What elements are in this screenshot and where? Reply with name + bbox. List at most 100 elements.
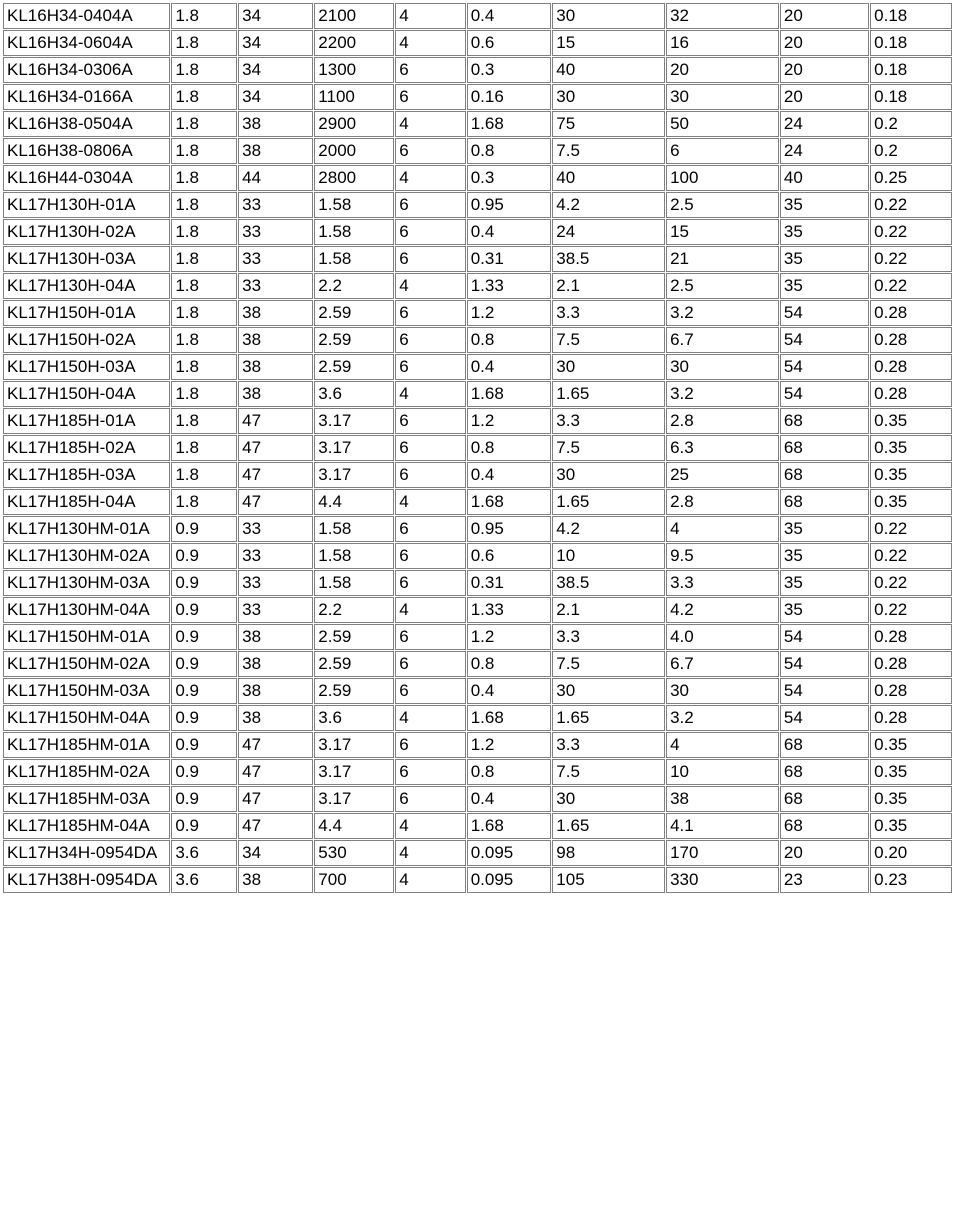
table-cell: 30	[552, 462, 665, 488]
table-cell: 15	[552, 30, 665, 56]
table-cell: 1300	[314, 57, 394, 83]
table-cell: 0.35	[870, 435, 952, 461]
table-cell: 6	[666, 138, 779, 164]
table-cell: 700	[314, 867, 394, 893]
table-cell: 68	[780, 813, 869, 839]
table-cell: KL16H34-0166A	[3, 84, 170, 110]
table-cell: 0.28	[870, 705, 952, 731]
table-cell: 0.22	[870, 543, 952, 569]
table-cell: KL17H185H-03A	[3, 462, 170, 488]
table-row: KL17H185HM-01A0.9473.1761.23.34680.35	[3, 732, 952, 758]
table-cell: 68	[780, 408, 869, 434]
table-cell: 54	[780, 300, 869, 326]
table-cell: 38	[238, 705, 313, 731]
table-cell: 68	[780, 732, 869, 758]
table-cell: 1.8	[171, 3, 237, 29]
table-cell: 1.8	[171, 246, 237, 272]
table-cell: 1.8	[171, 354, 237, 380]
table-cell: 1.65	[552, 381, 665, 407]
table-cell: 1.2	[467, 624, 552, 650]
table-cell: 6	[395, 570, 466, 596]
table-cell: 1.8	[171, 408, 237, 434]
table-cell: 1.58	[314, 219, 394, 245]
table-row: KL16H34-0306A1.8341300 60.340 20200.18	[3, 57, 952, 83]
table-cell: 0.18	[870, 3, 952, 29]
table-cell: KL17H185H-04A	[3, 489, 170, 515]
table-cell: 54	[780, 624, 869, 650]
table-cell: 0.35	[870, 813, 952, 839]
table-cell: 54	[780, 705, 869, 731]
table-row: KL17H38H-0954DA3.63870040.095105330230.2…	[3, 867, 952, 893]
table-cell: 1.8	[171, 273, 237, 299]
table-row: KL17H130H-02A1.8331.5860.42415350.22	[3, 219, 952, 245]
table-row: KL17H130HM-04A0.9332.241.332.14.2350.22	[3, 597, 952, 623]
table-cell: 47	[238, 408, 313, 434]
table-cell: 0.28	[870, 300, 952, 326]
table-cell: 6	[395, 786, 466, 812]
table-cell: 1.8	[171, 84, 237, 110]
table-cell: 68	[780, 786, 869, 812]
table-row: KL17H150H-03A1.8382.5960.43030540.28	[3, 354, 952, 380]
table-cell: 1.8	[171, 462, 237, 488]
table-cell: 0.22	[870, 273, 952, 299]
table-cell: 4.2	[666, 597, 779, 623]
table-cell: 1.8	[171, 111, 237, 137]
table-cell: KL17H130HM-01A	[3, 516, 170, 542]
table-cell: 40	[552, 165, 665, 191]
table-cell: 6	[395, 678, 466, 704]
table-cell: 3.2	[666, 705, 779, 731]
table-cell: 20	[780, 840, 869, 866]
table-cell: 54	[780, 651, 869, 677]
table-row: KL17H130H-03A1.8331.5860.3138.521350.22	[3, 246, 952, 272]
table-cell: 0.8	[467, 327, 552, 353]
table-row: KL17H150H-01A1.8382.5961.23.33.2540.28	[3, 300, 952, 326]
table-cell: KL17H150HM-02A	[3, 651, 170, 677]
table-cell: 0.8	[467, 138, 552, 164]
table-cell: 6	[395, 138, 466, 164]
table-cell: 3.17	[314, 462, 394, 488]
table-cell: 530	[314, 840, 394, 866]
table-cell: 1.8	[171, 30, 237, 56]
table-cell: 1.2	[467, 408, 552, 434]
table-row: KL17H130H-01A1.8331.5860.954.22.5350.22	[3, 192, 952, 218]
table-cell: 40	[552, 57, 665, 83]
table-cell: 34	[238, 57, 313, 83]
table-cell: 3.17	[314, 435, 394, 461]
table-cell: 330	[666, 867, 779, 893]
table-cell: 38	[238, 678, 313, 704]
table-cell: 4	[666, 732, 779, 758]
table-cell: KL16H34-0604A	[3, 30, 170, 56]
table-cell: 1.8	[171, 165, 237, 191]
table-cell: 0.9	[171, 597, 237, 623]
table-cell: 3.3	[552, 300, 665, 326]
table-cell: KL16H34-0306A	[3, 57, 170, 83]
table-cell: KL17H130H-02A	[3, 219, 170, 245]
table-cell: 4	[395, 840, 466, 866]
table-cell: 2.1	[552, 273, 665, 299]
table-cell: 20	[780, 30, 869, 56]
table-cell: 20	[666, 57, 779, 83]
table-row: KL17H185HM-02A0.9473.1760.87.510680.35	[3, 759, 952, 785]
table-cell: 34	[238, 84, 313, 110]
table-cell: 38	[238, 651, 313, 677]
table-cell: 54	[780, 381, 869, 407]
table-cell: 35	[780, 273, 869, 299]
table-cell: 6	[395, 219, 466, 245]
table-cell: 3.3	[666, 570, 779, 596]
table-cell: 38	[238, 111, 313, 137]
table-cell: 2200	[314, 30, 394, 56]
table-cell: 33	[238, 597, 313, 623]
table-cell: 0.22	[870, 570, 952, 596]
table-body: KL16H34-0404A1.834210040.43032200.18KL16…	[3, 3, 952, 893]
table-cell: 2.59	[314, 327, 394, 353]
table-cell: KL17H185HM-02A	[3, 759, 170, 785]
table-cell: 38	[238, 381, 313, 407]
table-cell: KL17H34H-0954DA	[3, 840, 170, 866]
table-cell: 34	[238, 30, 313, 56]
table-cell: KL16H44-0304A	[3, 165, 170, 191]
table-row: KL17H150HM-03A0.9382.5960.43030540.28	[3, 678, 952, 704]
table-cell: 38	[238, 138, 313, 164]
table-cell: 2.5	[666, 273, 779, 299]
table-cell: 68	[780, 435, 869, 461]
table-row: KL17H130H-04A1.8332.241.332.12.5350.22	[3, 273, 952, 299]
